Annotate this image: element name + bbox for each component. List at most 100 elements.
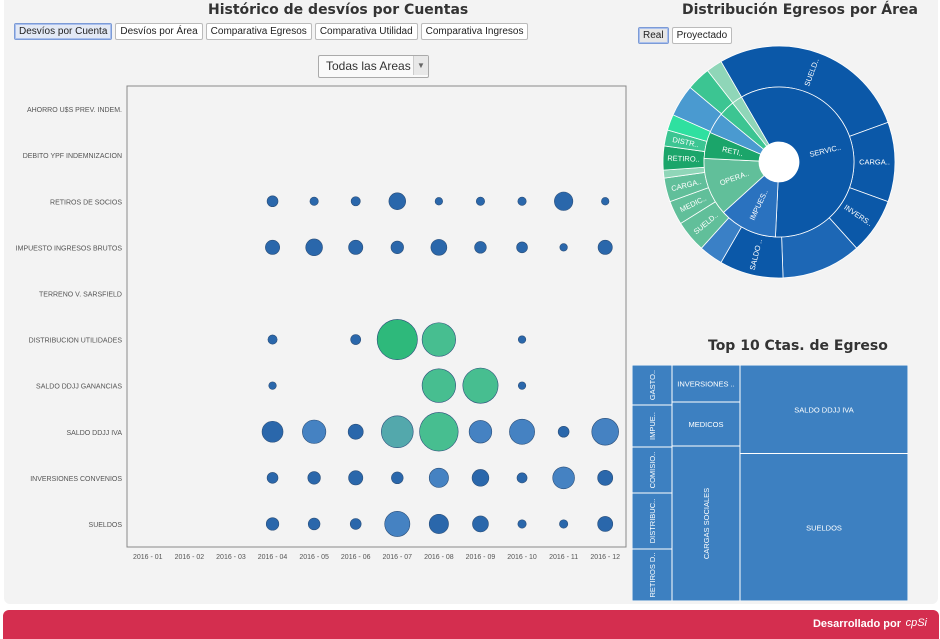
bubble xyxy=(268,381,277,390)
bubble xyxy=(347,423,364,440)
area-select-value: Todas las Areas xyxy=(326,59,411,73)
tab-desvios-por-cuenta[interactable]: Desvíos por Cuenta xyxy=(14,23,113,40)
x-tick-label: 2016 - 09 xyxy=(466,554,496,561)
tab-proyectado[interactable]: Proyectado xyxy=(671,27,733,44)
treemap-title: Top 10 Ctas. de Egreso xyxy=(708,338,888,354)
x-tick-label: 2016 - 06 xyxy=(341,554,371,561)
footer-bar: Desarrollado por cpSi xyxy=(3,610,939,639)
x-tick-label: 2016 - 01 xyxy=(133,554,163,561)
tab-comparativa-egresos[interactable]: Comparativa Egresos xyxy=(205,23,312,40)
right-title: Distribución Egresos por Área xyxy=(682,2,918,18)
treemap-label: SUELDOS xyxy=(806,523,842,532)
y-tick-label: SALDO DDJJ GANANCIAS xyxy=(36,384,122,391)
bubble xyxy=(517,196,527,206)
tab-real[interactable]: Real xyxy=(638,27,669,44)
bubble xyxy=(419,412,459,452)
bubble xyxy=(552,466,575,490)
x-tick-label: 2016 - 05 xyxy=(299,554,329,561)
bubble xyxy=(428,513,449,534)
treemap-cell xyxy=(739,453,908,601)
bubble xyxy=(348,470,364,486)
treemap-cell xyxy=(632,548,673,601)
bubble xyxy=(509,418,535,445)
treemap-label: GASTO.. xyxy=(648,370,657,400)
left-title: Histórico de desvíos por Cuentas xyxy=(208,2,469,18)
bubble xyxy=(265,517,280,531)
bubble xyxy=(597,239,613,255)
treemap-label: MEDICOS xyxy=(688,420,723,429)
bubble xyxy=(307,517,321,531)
tab-comparativa-ingresos[interactable]: Comparativa Ingresos xyxy=(420,23,529,40)
bubble xyxy=(350,196,361,207)
treemap-label: IMPUE.. xyxy=(648,412,657,440)
bubble xyxy=(349,518,362,530)
bubble xyxy=(517,335,527,344)
bubble xyxy=(517,519,527,529)
bubble xyxy=(516,472,528,484)
bubble xyxy=(468,420,493,444)
bubble xyxy=(434,197,443,206)
treemap-label: INVERSIONES .. xyxy=(677,380,735,389)
bubble xyxy=(261,420,284,443)
bubble xyxy=(472,515,489,533)
area-select[interactable]: Todas las Areas ▼ xyxy=(318,55,429,78)
bubble xyxy=(430,239,448,256)
bubble xyxy=(421,322,456,357)
tab-comparativa-utilidad[interactable]: Comparativa Utilidad xyxy=(314,23,418,40)
x-tick-label: 2016 - 10 xyxy=(507,554,537,561)
bubble xyxy=(266,195,279,208)
bubble xyxy=(309,196,319,206)
treemap-label: DISTRIBUC.. xyxy=(648,499,657,544)
y-tick-label: TERRENO V. SARSFIELD xyxy=(39,291,122,298)
chevron-down-icon: ▼ xyxy=(413,56,428,75)
treemap-cell xyxy=(632,404,673,448)
bubble xyxy=(421,368,456,403)
x-tick-label: 2016 - 11 xyxy=(549,554,578,561)
bubble xyxy=(475,196,485,206)
bubble xyxy=(266,472,279,484)
bubble xyxy=(471,469,490,487)
bubble xyxy=(597,516,614,532)
y-tick-label: AHORRO U$S PREV. INDEM. xyxy=(27,107,122,114)
y-tick-label: INVERSIONES CONVENIOS xyxy=(30,476,122,483)
treemap-label: COMISIO.. xyxy=(648,452,657,489)
bubble xyxy=(376,319,418,361)
footer-text: Desarrollado por xyxy=(812,618,901,630)
sunburst-chart: SUELD..CARGA..INVERS..SALDO ..SUELD..MED… xyxy=(662,45,896,279)
bubble xyxy=(390,240,404,254)
tab-desvios-por-area[interactable]: Desvíos por Área xyxy=(115,23,203,40)
treemap-cell xyxy=(671,401,741,447)
bubble xyxy=(388,192,406,210)
bubble xyxy=(517,381,527,390)
left-tabs: Desvíos por Cuenta Desvíos por Área Comp… xyxy=(14,23,529,40)
bubble xyxy=(462,367,499,404)
x-tick-label: 2016 - 03 xyxy=(216,554,246,561)
bubble-chart: AHORRO U$S PREV. INDEM. DEBITO YPF INDEMN… xyxy=(16,85,627,561)
bubble xyxy=(559,243,568,252)
treemap-cell xyxy=(632,492,673,550)
x-tick-label: 2016 - 02 xyxy=(175,554,205,561)
bubble xyxy=(265,239,280,255)
treemap-label: SALDO DDJJ IVA xyxy=(794,405,853,414)
bubble xyxy=(267,334,278,345)
y-tick-label: DEBITO YPF INDEMNIZACION xyxy=(23,153,122,160)
bubble xyxy=(474,241,487,254)
bubble xyxy=(554,191,574,211)
bubble xyxy=(307,471,321,485)
y-tick-label: RETIROS DE SOCIOS xyxy=(50,199,122,206)
bubble xyxy=(557,425,570,438)
bubble xyxy=(302,419,327,444)
y-tick-label: SALDO DDJJ IVA xyxy=(67,430,123,437)
bubble xyxy=(381,415,414,449)
x-tick-label: 2016 - 04 xyxy=(258,554,288,561)
bubble xyxy=(348,239,364,255)
treemap-cell xyxy=(632,365,673,406)
y-tick-label: IMPUESTO INGRESOS BRUTOS xyxy=(16,245,123,252)
right-tabs: Real Proyectado xyxy=(638,27,733,44)
y-tick-label: DISTRIBUCION UTILIDADES xyxy=(29,338,123,345)
sunburst-outer-slice-label: CARGA.. xyxy=(859,158,890,167)
treemap-label: CARGAS SOCIALES xyxy=(702,488,711,559)
bubble xyxy=(391,471,404,485)
treemap-chart: GASTO.. IMPUE.. COMISIO.. DISTRIBUC.. RETIRO… xyxy=(632,365,908,601)
cpsi-logo: cpSi xyxy=(905,617,927,629)
